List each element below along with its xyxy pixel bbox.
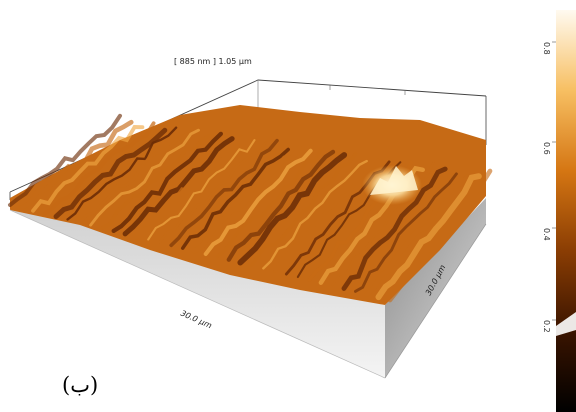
surface-ridge (122, 136, 235, 237)
panel-label: (ب) (62, 373, 98, 397)
front-side-wall (10, 200, 385, 378)
surface-ridge (77, 132, 189, 224)
box-front-edges (9, 209, 487, 379)
surface-ridge (375, 173, 482, 301)
surface-peak-crest (370, 166, 418, 195)
surface-ridge (147, 139, 256, 241)
surface-ridge (8, 113, 122, 207)
color-bar-tick-label: 0.8 (542, 42, 551, 55)
surface-ridge (53, 127, 168, 220)
surface-ridge (169, 138, 279, 248)
surface-ridge (203, 148, 313, 256)
surface-ridge (31, 125, 145, 213)
surface-ridge (42, 121, 156, 216)
surface-ridge (215, 146, 324, 259)
color-bar-tick-label: 0.2 (542, 320, 551, 333)
surface-ridges (8, 113, 493, 303)
header-label: [ 885 nm ] 1.05 µm (174, 57, 252, 66)
color-scale-bar: 0.8 0.6 0.4 0.2 (542, 10, 576, 412)
surface-ridge (66, 126, 178, 221)
surface-ridge (364, 174, 471, 297)
surface-ridge (226, 149, 336, 262)
surface-ridge (19, 119, 134, 211)
afm-surface (8, 105, 493, 305)
surface-ridge (100, 134, 212, 230)
color-bar-ticks: 0.8 0.6 0.4 0.2 (542, 41, 556, 333)
color-bar-tick-label: 0.4 (542, 228, 551, 241)
surface-ridge (158, 141, 267, 244)
x-axis-label: 30.0 µm (179, 309, 213, 331)
surface-ridge (273, 158, 380, 273)
surface-ridge (180, 147, 290, 250)
surface-ridge (191, 145, 302, 254)
surface-ridge (237, 152, 348, 266)
surface-ridge (133, 135, 247, 240)
surface-ridge (262, 159, 368, 270)
surface-ridge (341, 166, 448, 291)
color-bar-tick-label: 0.6 (542, 142, 551, 155)
surface-ridge (387, 168, 493, 303)
surface-ridge (89, 128, 200, 227)
surface-ridge (250, 152, 358, 268)
surface-ridge (354, 172, 458, 293)
right-side-wall (385, 198, 486, 378)
surface-ridge (111, 131, 223, 234)
